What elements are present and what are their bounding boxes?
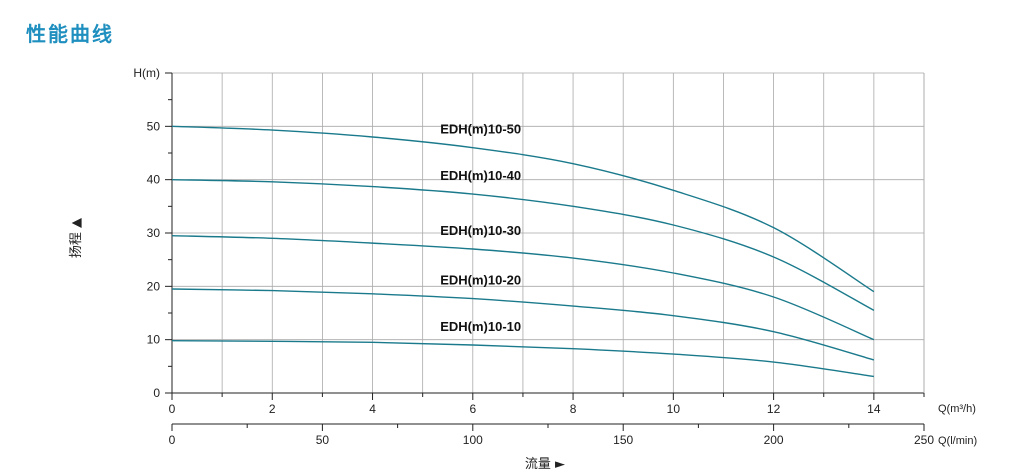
- curve-edh-m-10-10: [171, 340, 874, 378]
- chart-curves: [171, 125, 875, 378]
- y-tick-label: 0: [153, 386, 160, 400]
- y-tick-label: 10: [147, 333, 161, 347]
- series-label: EDH(m)10-10: [440, 319, 521, 334]
- x2-tick-label: 250: [914, 433, 934, 447]
- x-axis-title-primary: Q(m³/h): [938, 403, 976, 415]
- chart-grid: [171, 72, 925, 393]
- series-label: EDH(m)10-40: [440, 168, 521, 183]
- x-tick-label: 4: [369, 402, 376, 416]
- y-tick-label: 20: [147, 279, 161, 293]
- chart-axes: [165, 72, 925, 431]
- x2-tick-label: 0: [169, 433, 176, 447]
- curve-edh-m-10-30: [171, 234, 875, 341]
- y-axis-title: H(m): [133, 66, 160, 80]
- x-tick-label: 10: [667, 402, 681, 416]
- curve-edh-m-10-40: [171, 178, 875, 311]
- x-tick-label: 14: [867, 402, 881, 416]
- y-tick-label: 30: [147, 226, 161, 240]
- page-title: 性能曲线: [26, 22, 114, 46]
- curve-edh-m-10-20: [171, 288, 875, 361]
- x2-tick-label: 200: [764, 433, 784, 447]
- chart-labels: 0 10 20 30 40 50 H(m) 0 2 4 6 8 10 12 14 Q(m³/h) 0 50 100 1…: [69, 66, 977, 472]
- x-tick-label: 12: [767, 402, 781, 416]
- x2-tick-label: 150: [613, 433, 633, 447]
- x-tick-label: 6: [469, 402, 476, 416]
- series-label: EDH(m)10-50: [440, 122, 521, 137]
- x-tick-label: 8: [570, 402, 577, 416]
- x-tick-label: 0: [169, 402, 176, 416]
- x-tick-label: 2: [269, 402, 276, 416]
- x2-tick-label: 50: [316, 433, 330, 447]
- y-axis-side-label: 扬程 ▲: [69, 218, 84, 258]
- y-tick-label: 40: [147, 173, 161, 187]
- x2-tick-label: 100: [463, 433, 483, 447]
- x-axis-title-secondary: Q(l/min): [938, 435, 977, 447]
- series-label: EDH(m)10-30: [440, 223, 521, 238]
- y-tick-label: 50: [147, 119, 161, 133]
- series-label: EDH(m)10-20: [440, 273, 521, 288]
- curve-edh-m-10-50: [171, 125, 875, 293]
- x-axis-bottom-label: 流量 ►: [525, 457, 565, 472]
